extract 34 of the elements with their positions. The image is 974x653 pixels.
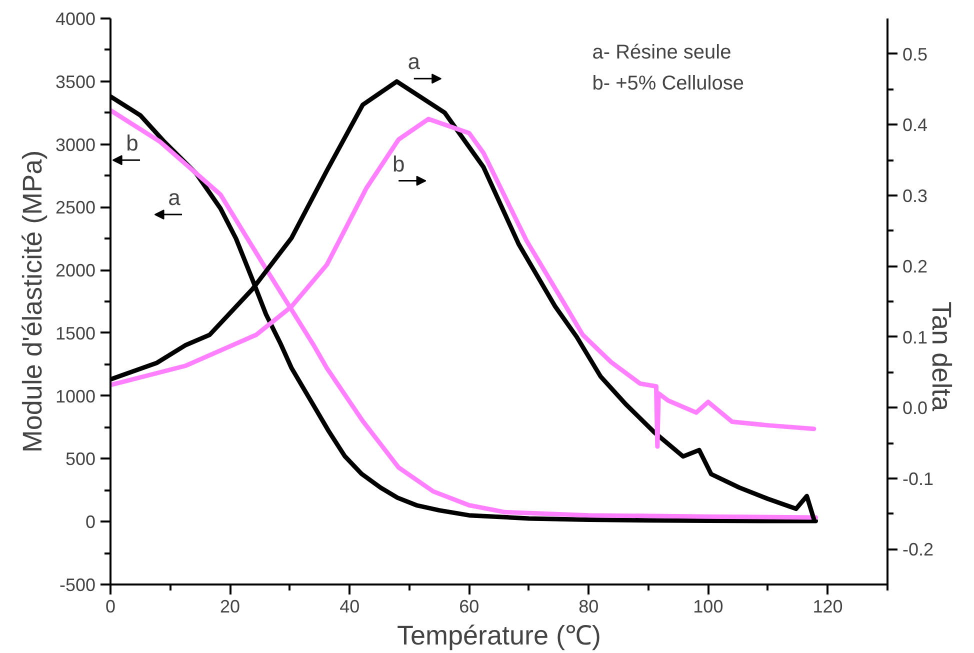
annotation: a- Résine seule [592, 41, 732, 64]
y-tick-label: 2000 [55, 260, 96, 281]
x-tick-label: 120 [812, 596, 843, 616]
x-tick-label: 60 [459, 596, 480, 616]
y2-tick-label: -0.2 [902, 540, 934, 560]
x-tick-label: 0 [105, 596, 116, 616]
y-tick-label: 2500 [55, 198, 96, 218]
y2-tick-label: 0.3 [902, 186, 928, 206]
x-tick-label: 100 [693, 596, 724, 616]
x-tick-label: 40 [340, 596, 360, 616]
series-label: a [408, 49, 421, 74]
series-label: b [392, 151, 405, 176]
y-tick-label: 4000 [55, 9, 96, 29]
y-tick-label: 1000 [55, 386, 96, 406]
y-tick-label: -500 [59, 575, 96, 595]
series-label: a [168, 185, 182, 210]
y2-axis-title: Tan delta [926, 302, 957, 412]
x-tick-label: 20 [220, 596, 240, 616]
y2-tick-label: -0.1 [902, 468, 934, 489]
x-axis-title: Température (℃) [396, 620, 602, 650]
series-label: b [126, 130, 138, 156]
y2-tick-label: 0.2 [902, 256, 928, 277]
y-tick-label: 0 [85, 512, 96, 532]
annotation: b- +5% Cellulose [592, 72, 744, 95]
y-tick-label: 1500 [55, 323, 96, 344]
y-tick-label: 3000 [55, 134, 96, 155]
y2-tick-label: 0.4 [902, 115, 928, 136]
y2-tick-label: 0.0 [902, 398, 928, 418]
y-tick-label: 3500 [55, 72, 96, 92]
y-tick-label: 500 [65, 449, 96, 470]
x-tick-label: 80 [578, 596, 599, 616]
y2-tick-label: 0.1 [902, 327, 928, 348]
y2-tick-label: 0.5 [902, 44, 928, 64]
y-axis-title: Module d'élasticité (MPa) [17, 150, 48, 453]
